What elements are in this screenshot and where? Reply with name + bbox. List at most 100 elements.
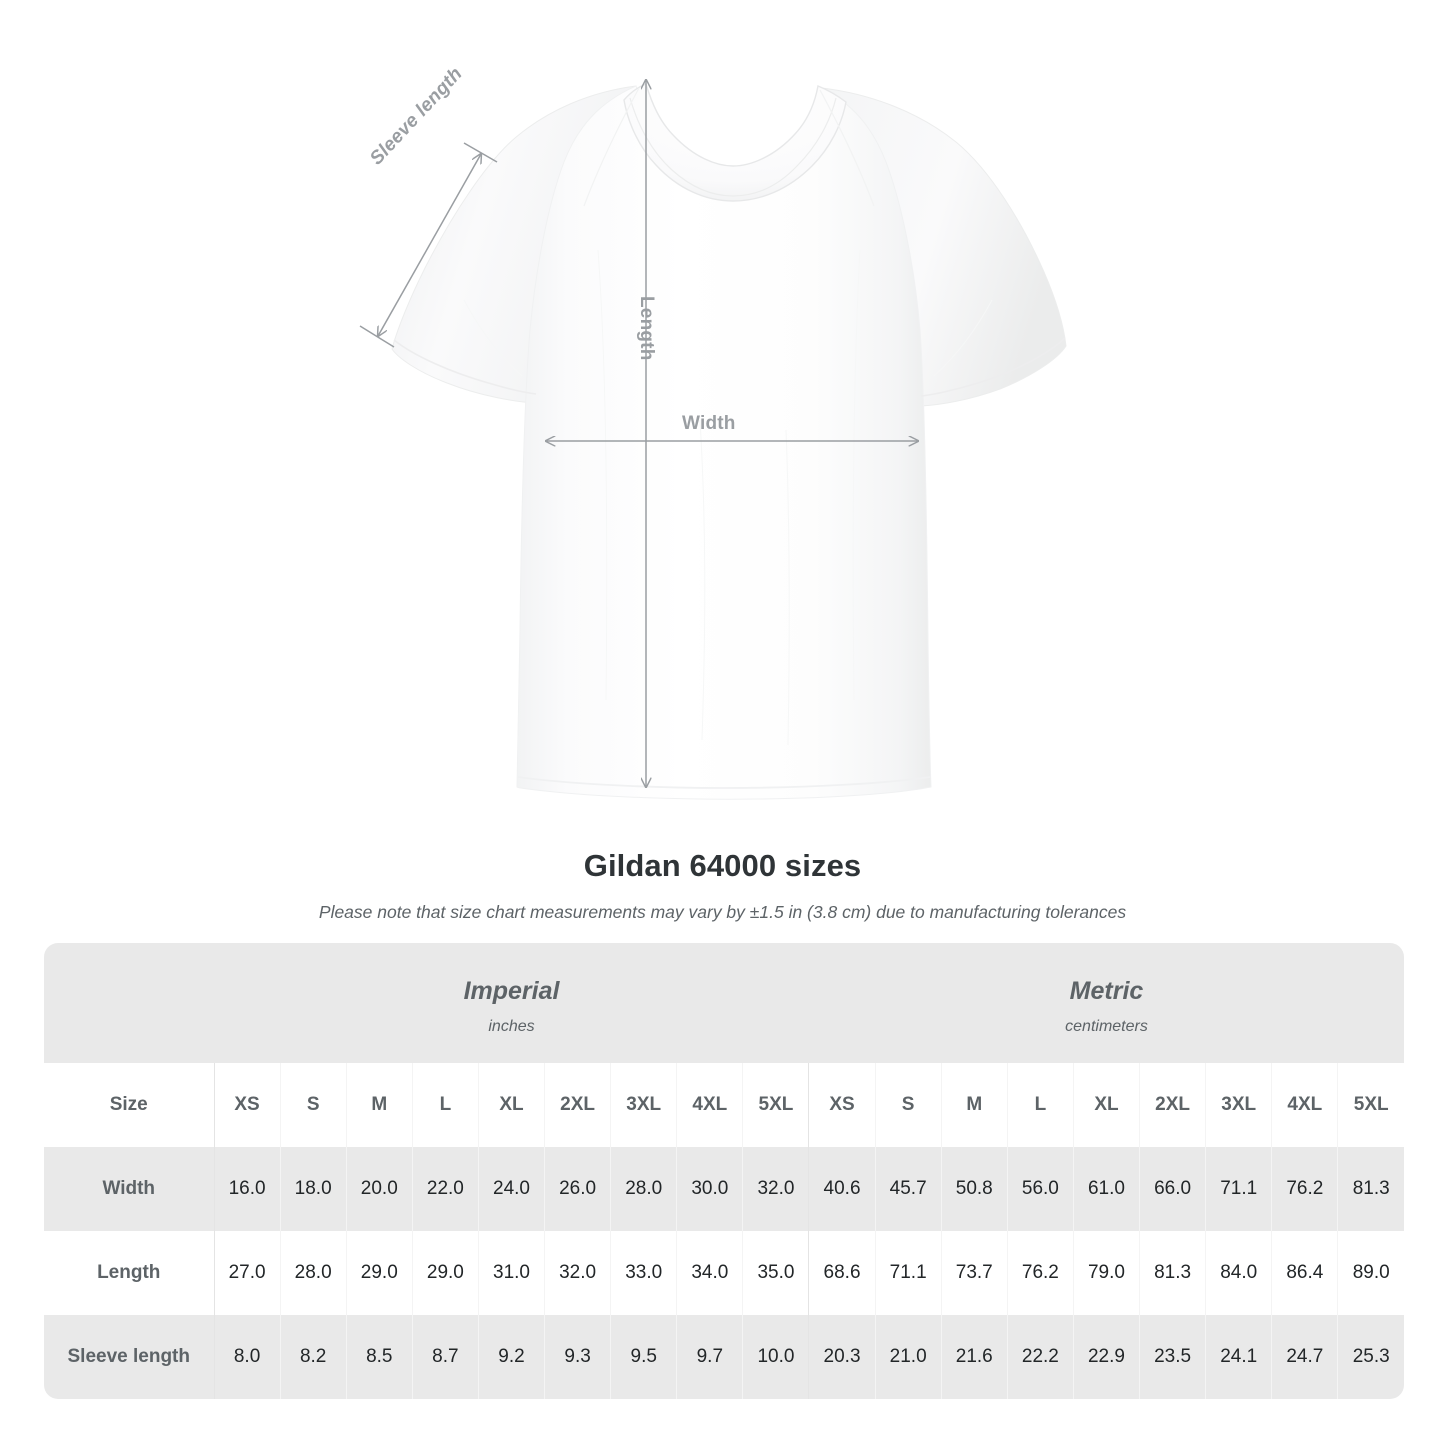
length-imperial-xs: 27.0 — [213, 1231, 281, 1315]
width-metric-xs: 40.6 — [808, 1147, 876, 1231]
row-label-length: Length — [44, 1231, 214, 1315]
sleeve-tick-top — [463, 142, 498, 163]
length-metric-l: 76.2 — [1006, 1231, 1074, 1315]
unit-system-imperial-unit: inches — [488, 1017, 535, 1035]
width-imperial-2xl: 26.0 — [544, 1147, 611, 1231]
length-imperial-xl: 31.0 — [477, 1231, 545, 1315]
tshirt-illustration: Sleeve length Length Width — [359, 0, 1067, 800]
dimension-lines — [359, 80, 918, 787]
column-header-imperial-xl: XL — [477, 1063, 545, 1147]
width-metric-5xl: 81.3 — [1337, 1147, 1404, 1231]
measurements-table: Size XS S M L XL 2XL 3XL 4XL 5XL XS S M … — [44, 1063, 1404, 1399]
length-imperial-l: 29.0 — [411, 1231, 479, 1315]
column-header-imperial-3xl: 3XL — [610, 1063, 677, 1147]
sleeve-metric-2xl: 23.5 — [1139, 1315, 1206, 1399]
sleeve-imperial-s: 8.2 — [279, 1315, 347, 1399]
width-dimension-label: Width — [682, 413, 736, 434]
sleeve-metric-xs: 20.3 — [808, 1315, 876, 1399]
table-row-sleeve-length: Sleeve length 8.0 8.2 8.5 8.7 9.2 9.3 9.… — [44, 1315, 1404, 1399]
page-title: Gildan 64000 sizes — [583, 848, 862, 883]
width-imperial-3xl: 28.0 — [610, 1147, 677, 1231]
sleeve-imperial-xl: 9.2 — [477, 1315, 545, 1399]
column-header-metric-5xl: 5XL — [1337, 1063, 1404, 1147]
bottom-hem — [517, 776, 931, 789]
column-header-metric-m: M — [940, 1063, 1008, 1147]
width-imperial-s: 18.0 — [279, 1147, 347, 1231]
row-label-width: Width — [44, 1147, 214, 1231]
length-imperial-2xl: 32.0 — [544, 1231, 611, 1315]
width-imperial-xl: 24.0 — [477, 1147, 545, 1231]
unit-system-metric-unit: centimeters — [1065, 1017, 1148, 1035]
width-metric-s: 45.7 — [874, 1147, 942, 1231]
length-imperial-s: 28.0 — [279, 1231, 347, 1315]
sleeve-metric-l: 22.2 — [1006, 1315, 1074, 1399]
column-header-imperial-2xl: 2XL — [544, 1063, 611, 1147]
unit-system-metric-name: Metric — [1069, 976, 1144, 1005]
sleeve-metric-5xl: 25.3 — [1337, 1315, 1404, 1399]
length-metric-m: 73.7 — [940, 1231, 1008, 1315]
sleeve-imperial-5xl: 10.0 — [742, 1315, 809, 1399]
width-metric-m: 50.8 — [940, 1147, 1008, 1231]
sleeve-metric-4xl: 24.7 — [1271, 1315, 1338, 1399]
tshirt-diagram-svg — [359, 0, 1067, 800]
width-imperial-l: 22.0 — [411, 1147, 479, 1231]
sleeve-metric-m: 21.6 — [940, 1315, 1008, 1399]
sleeve-metric-s: 21.0 — [874, 1315, 942, 1399]
unit-header-spacer — [44, 943, 214, 1063]
sleeve-tick-bottom — [359, 325, 395, 348]
row-label-sleeve-length: Sleeve length — [44, 1315, 214, 1399]
unit-system-metric: Metric centimeters — [809, 943, 1404, 1063]
length-metric-xs: 68.6 — [808, 1231, 876, 1315]
length-imperial-m: 29.0 — [345, 1231, 413, 1315]
column-header-metric-xl: XL — [1072, 1063, 1140, 1147]
sleeve-imperial-m: 8.5 — [345, 1315, 413, 1399]
table-row-length: Length 27.0 28.0 29.0 29.0 31.0 32.0 33.… — [44, 1231, 1404, 1315]
length-imperial-5xl: 35.0 — [742, 1231, 809, 1315]
column-header-imperial-s: S — [279, 1063, 347, 1147]
sleeve-metric-3xl: 24.1 — [1205, 1315, 1272, 1399]
length-metric-3xl: 84.0 — [1205, 1231, 1272, 1315]
length-metric-4xl: 86.4 — [1271, 1231, 1338, 1315]
size-chart-heading: Gildan 64000 sizes Please note that size… — [0, 848, 1445, 923]
column-header-metric-l: L — [1006, 1063, 1074, 1147]
table-row-width: Width 16.0 18.0 20.0 22.0 24.0 26.0 28.0… — [44, 1147, 1404, 1231]
length-metric-xl: 79.0 — [1072, 1231, 1140, 1315]
sleeve-imperial-xs: 8.0 — [213, 1315, 281, 1399]
column-header-size: Size — [44, 1063, 214, 1147]
right-shoulder-seam — [819, 89, 875, 207]
column-header-metric-s: S — [874, 1063, 942, 1147]
size-table: Imperial inches Metric centimeters Size … — [44, 943, 1404, 1399]
fabric-folds — [463, 249, 993, 746]
column-header-metric-3xl: 3XL — [1205, 1063, 1272, 1147]
width-metric-3xl: 71.1 — [1205, 1147, 1272, 1231]
right-sleeve-hem — [920, 337, 1066, 397]
collar-inner-seam — [629, 97, 837, 197]
unit-system-imperial-name: Imperial — [463, 976, 560, 1005]
sleeve-length-arrow — [378, 154, 481, 336]
width-imperial-4xl: 30.0 — [676, 1147, 743, 1231]
column-header-metric-4xl: 4XL — [1271, 1063, 1338, 1147]
unit-system-imperial: Imperial inches — [214, 943, 809, 1063]
length-metric-2xl: 81.3 — [1139, 1231, 1206, 1315]
column-header-imperial-4xl: 4XL — [676, 1063, 743, 1147]
column-header-imperial-xs: XS — [213, 1063, 281, 1147]
length-imperial-3xl: 33.0 — [610, 1231, 677, 1315]
length-metric-s: 71.1 — [874, 1231, 942, 1315]
tolerance-note: Please note that size chart measurements… — [318, 902, 1127, 922]
width-imperial-5xl: 32.0 — [742, 1147, 809, 1231]
table-head: Size XS S M L XL 2XL 3XL 4XL 5XL XS S M … — [44, 1063, 1404, 1147]
sleeve-imperial-4xl: 9.7 — [676, 1315, 743, 1399]
width-metric-l: 56.0 — [1006, 1147, 1074, 1231]
width-imperial-m: 20.0 — [345, 1147, 413, 1231]
sleeve-imperial-2xl: 9.3 — [544, 1315, 611, 1399]
sleeve-metric-xl: 22.9 — [1072, 1315, 1140, 1399]
length-imperial-4xl: 34.0 — [676, 1231, 743, 1315]
column-header-imperial-m: M — [345, 1063, 413, 1147]
width-metric-xl: 61.0 — [1072, 1147, 1140, 1231]
column-header-imperial-l: L — [411, 1063, 479, 1147]
sleeve-imperial-l: 8.7 — [411, 1315, 479, 1399]
length-dimension-label: Length — [636, 296, 657, 361]
column-header-imperial-5xl: 5XL — [742, 1063, 809, 1147]
table-body: Width 16.0 18.0 20.0 22.0 24.0 26.0 28.0… — [44, 1147, 1404, 1399]
